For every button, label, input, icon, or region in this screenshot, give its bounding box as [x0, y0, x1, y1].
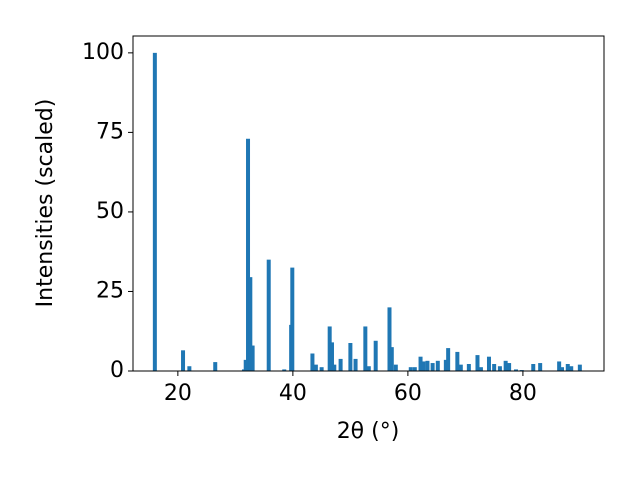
bar: [475, 355, 480, 371]
bar: [389, 347, 394, 371]
bar: [458, 364, 463, 371]
bar: [282, 369, 287, 371]
bar: [327, 326, 332, 371]
bar: [408, 367, 413, 371]
bar: [430, 363, 435, 371]
y-axis-label: Intensities (scaled): [33, 99, 58, 308]
bar: [313, 364, 318, 371]
y-tick-label: 0: [110, 358, 124, 383]
bar: [455, 351, 460, 371]
bar: [387, 307, 392, 371]
bar: [425, 360, 430, 371]
y-tick-label: 25: [96, 278, 124, 303]
bar: [393, 364, 398, 371]
bar: [152, 52, 157, 371]
bar: [418, 356, 423, 371]
bar: [412, 367, 417, 371]
bar: [497, 366, 502, 371]
bar: [421, 361, 426, 371]
bar: [246, 138, 251, 371]
bar: [338, 358, 343, 371]
x-tick-label: 40: [279, 381, 307, 406]
bar: [560, 367, 565, 371]
y-tick-label: 50: [96, 199, 124, 224]
bar: [366, 366, 371, 371]
bar: [443, 359, 448, 371]
bar: [507, 363, 512, 371]
bar: [310, 353, 315, 371]
bar: [363, 326, 368, 371]
bar: [466, 364, 471, 371]
bar: [514, 369, 519, 371]
y-tick-label: 100: [82, 40, 124, 65]
bar: [503, 360, 508, 371]
bar: [569, 366, 574, 371]
bar: [348, 343, 353, 371]
bar: [373, 340, 378, 371]
x-tick-label: 60: [394, 381, 422, 406]
y-tick-label: 75: [96, 119, 124, 144]
bar: [248, 277, 253, 371]
bar: [187, 366, 192, 371]
bar: [250, 345, 255, 371]
bar: [329, 342, 334, 371]
bar: [332, 364, 337, 371]
bar: [478, 367, 483, 371]
bar: [181, 350, 186, 371]
bar: [492, 364, 497, 371]
bar: [290, 267, 295, 371]
bar: [435, 360, 440, 371]
bar: [446, 348, 451, 371]
bar: [213, 362, 218, 371]
x-tick-label: 20: [164, 381, 192, 406]
bar: [557, 361, 562, 371]
bar: [486, 356, 491, 371]
plot-frame: [132, 35, 605, 372]
x-tick-label: 80: [509, 381, 537, 406]
bar: [577, 364, 582, 371]
bar: [243, 359, 248, 371]
bar: [538, 363, 543, 371]
bar: [531, 364, 536, 371]
bar: [353, 358, 358, 371]
bar: [319, 367, 324, 371]
x-axis-label: 2θ (°): [337, 419, 400, 444]
bar: [266, 259, 271, 371]
bar: [565, 364, 570, 371]
